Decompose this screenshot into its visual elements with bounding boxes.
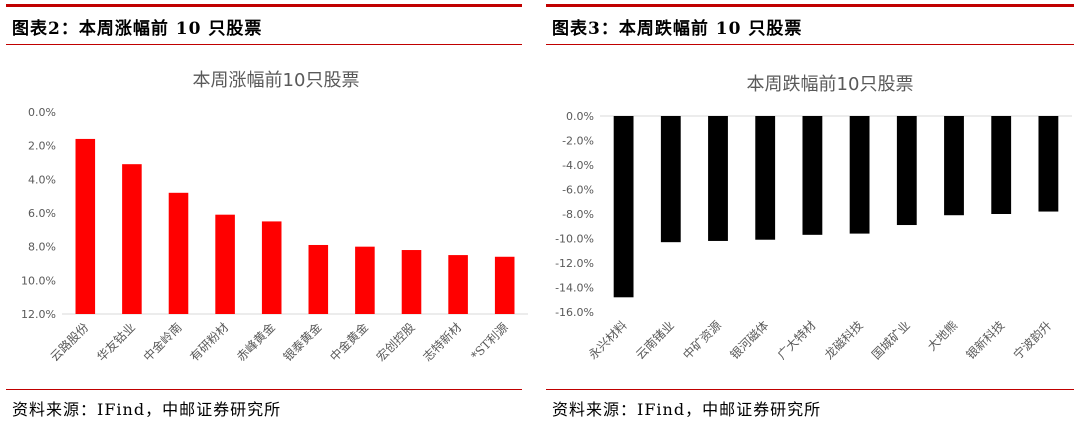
category-label: 永兴材料	[586, 318, 630, 362]
category-label: 宁波韵升	[1010, 318, 1055, 363]
y-tick-label: 6.0%	[28, 207, 56, 220]
y-tick-label: -2.0%	[562, 135, 594, 148]
top-rule	[546, 4, 1074, 7]
y-tick-label: 4.0%	[28, 173, 56, 186]
bar	[355, 246, 375, 314]
category-label: 有研粉材	[187, 320, 231, 364]
y-tick-label: -10.0%	[555, 233, 594, 246]
title-rule	[6, 44, 522, 45]
source-note: 资料来源：IFind，中邮证券研究所	[552, 400, 822, 419]
category-label: 云南锗业	[632, 318, 677, 363]
category-label: 龙磁科技	[821, 318, 866, 363]
bar	[991, 116, 1012, 214]
y-tick-label: 10.0%	[21, 274, 56, 287]
figure-label: 图表2：本周涨幅前 10 只股票	[12, 19, 263, 39]
bar	[849, 116, 870, 234]
y-tick-label: 0.0%	[566, 110, 594, 123]
figure-panel-losers: 图表3：本周跌幅前 10 只股票 本周跌幅前10只股票 0.0% -2.0% -4.0…	[540, 0, 1080, 430]
y-tick-label: 2.0%	[28, 140, 56, 153]
bar	[613, 116, 634, 298]
y-tick-label: -12.0%	[555, 257, 594, 270]
bar	[448, 255, 468, 314]
bar	[215, 214, 235, 314]
bar	[1038, 116, 1059, 212]
category-label: 银新科技	[963, 318, 1008, 363]
bottom-rule	[6, 389, 522, 390]
bar	[401, 250, 422, 314]
y-tick-label: 12.0%	[21, 308, 56, 321]
top-rule	[6, 4, 522, 7]
bar	[802, 116, 823, 235]
category-label: 赤峰黄金	[233, 320, 278, 365]
figure-label: 图表3：本周跌幅前 10 只股票	[552, 19, 803, 39]
y-tick-label: 0.0%	[28, 106, 56, 119]
bar	[308, 244, 329, 314]
bar	[660, 116, 681, 243]
figure-panel-gainers: 图表2：本周涨幅前 10 只股票 本周涨幅前10只股票 0.0% 2.0% 4.0% 6…	[0, 0, 528, 430]
bar	[168, 192, 189, 314]
losers-chart: 本周跌幅前10只股票 0.0% -2.0% -4.0% -6.0% -8.0% -10.0%…	[555, 74, 1072, 363]
y-tick-label: -16.0%	[555, 306, 594, 319]
category-label: 银泰黄金	[280, 320, 325, 365]
category-label: 大地熊	[924, 318, 960, 354]
category-label: 银河磁体	[727, 318, 772, 363]
bar	[75, 138, 96, 314]
bottom-rule	[546, 389, 1074, 390]
category-label: 志特新材	[420, 320, 465, 365]
chart-title: 本周涨幅前10只股票	[193, 70, 360, 91]
category-label: 广大特材	[774, 318, 819, 363]
category-label: 国城矿业	[869, 318, 913, 362]
category-label: 中矿资源	[680, 318, 725, 363]
bar	[261, 221, 282, 314]
category-label: 中金黄金	[326, 320, 371, 365]
y-tick-label: 8.0%	[28, 241, 56, 254]
bar	[122, 164, 142, 314]
bar	[755, 116, 776, 240]
gainers-chart: 本周涨幅前10只股票 0.0% 2.0% 4.0% 6.0% 8.0% 10.0% 12.0%…	[21, 70, 528, 365]
category-label: 中金岭南	[140, 320, 185, 365]
y-tick-label: -14.0%	[555, 282, 594, 295]
y-tick-label: -6.0%	[562, 184, 594, 197]
category-label: 云路股份	[47, 320, 92, 365]
category-label: 宏创控股	[373, 320, 418, 365]
chart-title: 本周跌幅前10只股票	[747, 74, 914, 95]
category-label: *ST利源	[468, 320, 511, 363]
bar	[708, 116, 728, 241]
bar	[944, 116, 964, 216]
source-note: 资料来源：IFind，中邮证券研究所	[12, 400, 282, 419]
y-tick-label: -4.0%	[562, 159, 594, 172]
category-label: 华友钴业	[93, 320, 138, 365]
title-rule	[546, 44, 1074, 45]
bar	[494, 256, 515, 314]
y-tick-label: -8.0%	[562, 208, 594, 221]
bar	[896, 116, 917, 226]
